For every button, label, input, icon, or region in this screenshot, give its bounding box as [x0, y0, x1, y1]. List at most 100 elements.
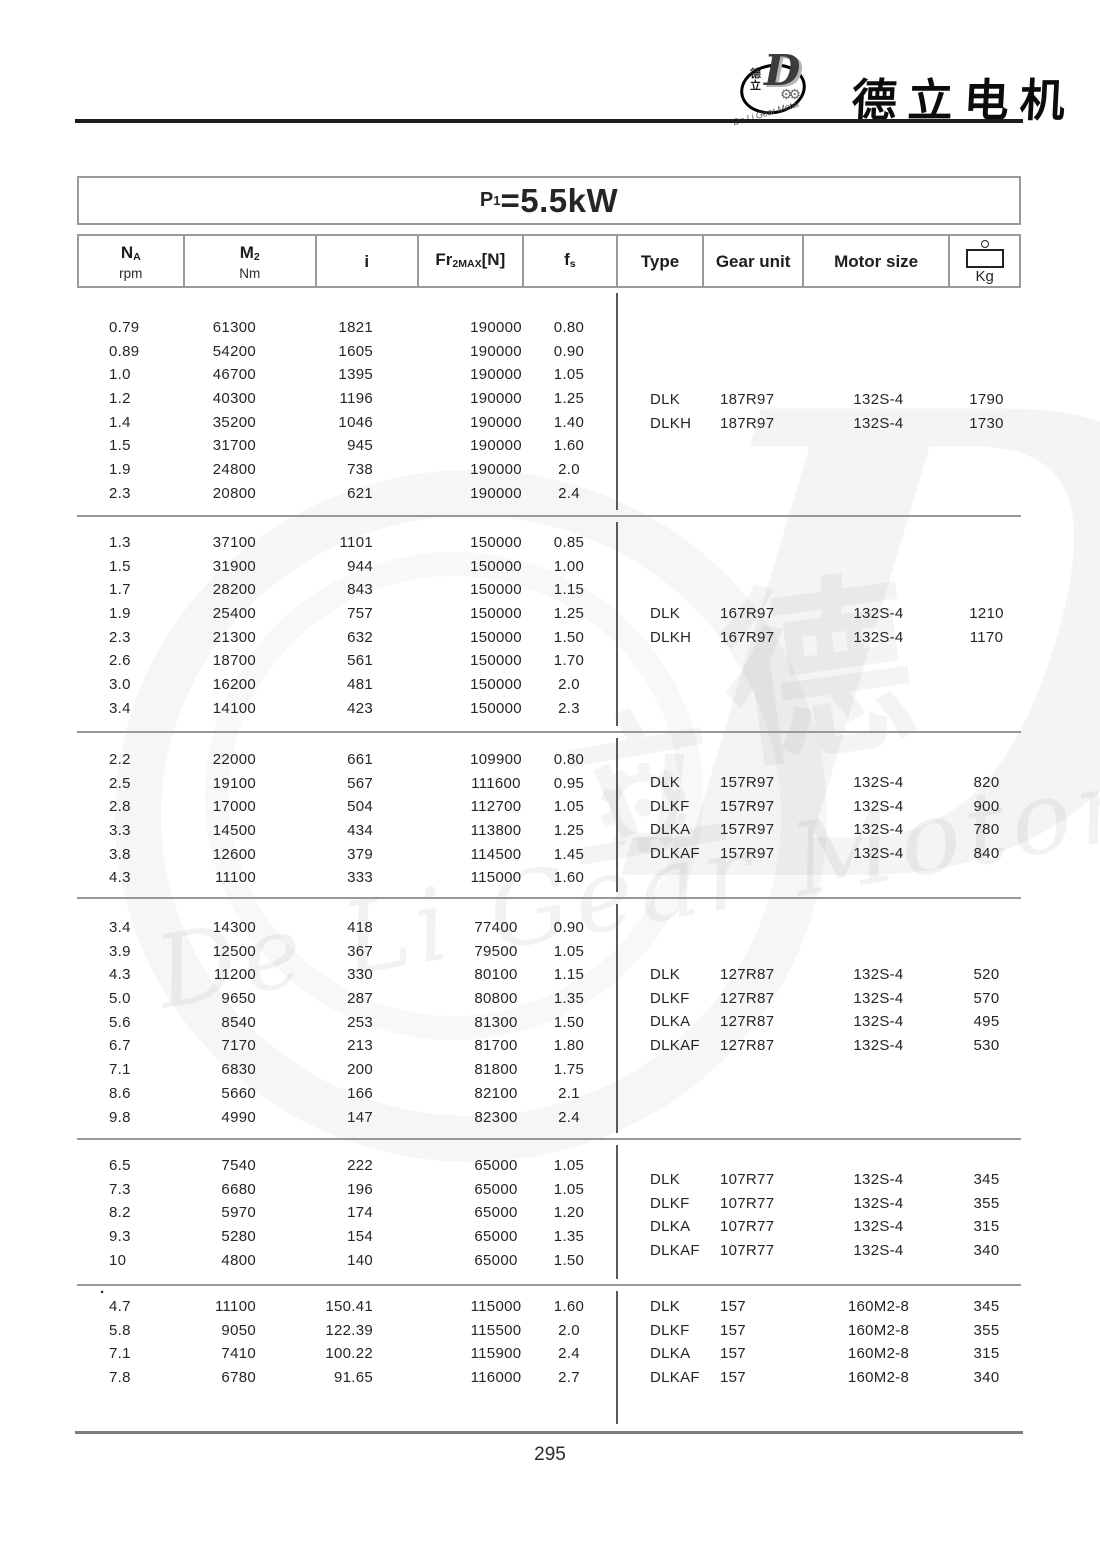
spec-row: 5.0 9650 287 80800 1.35 — [77, 987, 1021, 1011]
cell-m2: 31900 — [212, 557, 256, 575]
weight-icon — [965, 239, 1004, 268]
spec-row: 2.6 18700 561 150000 1.70 — [77, 649, 1021, 673]
cell-fs: 1.60 — [553, 869, 585, 887]
cell-motor-size: 132S-4 — [853, 1171, 904, 1188]
cell-i: 166 — [347, 1084, 373, 1102]
cell-motor-size: 132S-4 — [853, 628, 904, 646]
cell-gear-unit: 157 — [720, 1298, 746, 1315]
cell-i: 757 — [347, 605, 373, 623]
type-row: DLKAF 107R77 132S-4 340 — [618, 1239, 1021, 1263]
cell-m2: 21300 — [212, 628, 256, 646]
cell-i: 423 — [347, 699, 373, 717]
spec-block-4: 3.4 14300 418 77400 0.90 3.9 12500 367 79500 1.05… — [77, 899, 1021, 1140]
spec-row: 3.8 12600 379 114500 1.45 — [77, 843, 1021, 867]
cell-fs: 0.80 — [553, 319, 585, 336]
cell-i: 222 — [347, 1157, 373, 1174]
cell-fs: 2.1 — [558, 1084, 580, 1102]
cell-m2: 11100 — [215, 869, 256, 887]
type-row: DLKAF 127R87 132S-4 530 — [618, 1034, 1021, 1058]
cell-fr2max: 115500 — [470, 1321, 522, 1339]
cell-na: 1.5 — [109, 557, 131, 575]
cell-i: 632 — [347, 628, 373, 646]
cell-fr2max: 115900 — [470, 1345, 522, 1363]
cell-fr2max: 77400 — [474, 919, 518, 936]
cell-fr2max: 82100 — [474, 1084, 518, 1102]
cell-fs: 2.4 — [558, 484, 580, 502]
cell-type: DLKA — [650, 1345, 691, 1363]
cell-na: 1.0 — [109, 366, 131, 384]
spec-row: 4.3 11200 330 80100 1.15 — [77, 963, 1021, 987]
column-divider — [616, 738, 618, 892]
cell-gear-unit: 157 — [720, 1321, 746, 1339]
type-row: DLKA 127R87 132S-4 495 — [618, 1010, 1021, 1034]
cell-na: 0.79 — [109, 319, 140, 336]
cell-m2: 12500 — [212, 942, 256, 960]
cell-i: 174 — [347, 1204, 373, 1222]
cell-na: 4.7 — [109, 1298, 131, 1315]
cell-type: DLKF — [650, 797, 690, 815]
spec-block-6: 4.7 11100 150.41 115000 1.60 5.8 9050 122.39 115… — [77, 1286, 1021, 1429]
power-subscript: 1 — [493, 193, 501, 208]
cell-na: 2.3 — [109, 484, 131, 502]
cell-motor-size: 132S-4 — [853, 391, 904, 408]
cell-fr2max: 150000 — [470, 557, 522, 575]
cell-fs: 1.60 — [553, 437, 585, 455]
cell-type: DLK — [650, 1298, 681, 1315]
cell-motor-size: 132S-4 — [853, 966, 904, 983]
type-row: DLKF 157R97 132S-4 900 — [618, 795, 1021, 819]
cell-i: 418 — [347, 919, 373, 936]
cell-fs: 2.4 — [558, 1345, 580, 1363]
cell-fs: 2.7 — [558, 1369, 580, 1387]
cell-gear-unit: 127R87 — [720, 966, 775, 983]
spec-row: 3.0 16200 481 150000 2.0 — [77, 673, 1021, 697]
spec-row: 4.3 11100 333 115000 1.60 — [77, 866, 1021, 890]
cell-m2: 25400 — [212, 605, 256, 623]
cell-fr2max: 190000 — [470, 342, 522, 360]
cell-fs: 1.50 — [553, 1251, 585, 1269]
type-row: DLK 187R97 132S-4 1790 — [618, 388, 1021, 412]
cell-fr2max: 150000 — [470, 534, 522, 551]
column-divider — [616, 904, 618, 1133]
cell-fs: 2.3 — [558, 699, 580, 717]
cell-i: 561 — [347, 652, 373, 670]
cell-m2: 35200 — [212, 413, 256, 431]
type-row: DLKH 187R97 132S-4 1730 — [618, 412, 1021, 436]
cell-motor-size: 132S-4 — [853, 774, 904, 791]
cell-motor-size: 132S-4 — [853, 1013, 904, 1031]
cell-m2: 24800 — [212, 461, 256, 479]
cell-na: 8.6 — [109, 1084, 131, 1102]
cell-i: 434 — [347, 822, 373, 840]
cell-weight-kg: 315 — [973, 1218, 1000, 1236]
type-row: DLK 127R87 132S-4 520 — [618, 963, 1021, 987]
cell-m2: 14300 — [212, 919, 256, 936]
cell-fs: 0.80 — [553, 751, 585, 768]
power-title: P 1 =5.5kW — [77, 176, 1021, 225]
cell-fr2max: 190000 — [470, 413, 522, 431]
cell-fr2max: 150000 — [470, 628, 522, 646]
cell-motor-size: 132S-4 — [853, 989, 904, 1007]
cell-type: DLKF — [650, 1194, 690, 1212]
cell-fs: 1.05 — [553, 798, 585, 816]
cell-i: 843 — [347, 581, 373, 599]
spec-row: 3.4 14300 418 77400 0.90 — [77, 916, 1021, 940]
power-value: =5.5kW — [500, 181, 619, 219]
spec-row: 2.8 17000 504 112700 1.05 — [77, 795, 1021, 819]
cell-type: DLKA — [650, 821, 691, 839]
cell-na: 4.3 — [109, 869, 131, 887]
cell-motor-size: 132S-4 — [853, 1218, 904, 1236]
cell-na: 3.9 — [109, 942, 131, 960]
cell-weight-kg: 355 — [973, 1321, 1000, 1339]
spec-row: 9.8 4990 147 82300 2.4 — [77, 1106, 1021, 1130]
spec-row: 1.3 37100 1101 150000 0.85 — [77, 531, 1021, 555]
spec-row: 6.7 7170 213 81700 1.80 — [77, 1034, 1021, 1058]
type-group: DLK 157R97 132S-4 820 DLKF 157R97 132S-4 900 DLK… — [618, 771, 1021, 866]
cell-na: 2.2 — [109, 751, 131, 768]
spec-row: 0.79 61300 1821 190000 0.80 — [77, 316, 1021, 340]
cell-fr2max: 150000 — [470, 652, 522, 670]
spec-block-2: 1.3 37100 1101 150000 0.85 1.5 31900 944 150000 1… — [77, 517, 1021, 733]
spec-row: 6.5 7540 222 65000 1.05 — [77, 1154, 1021, 1178]
column-header-motor: Motor size — [801, 236, 948, 286]
spec-row: 7.1 6830 200 81800 1.75 — [77, 1058, 1021, 1082]
cell-fs: 0.95 — [553, 774, 585, 792]
cell-na: 1.9 — [109, 605, 131, 623]
